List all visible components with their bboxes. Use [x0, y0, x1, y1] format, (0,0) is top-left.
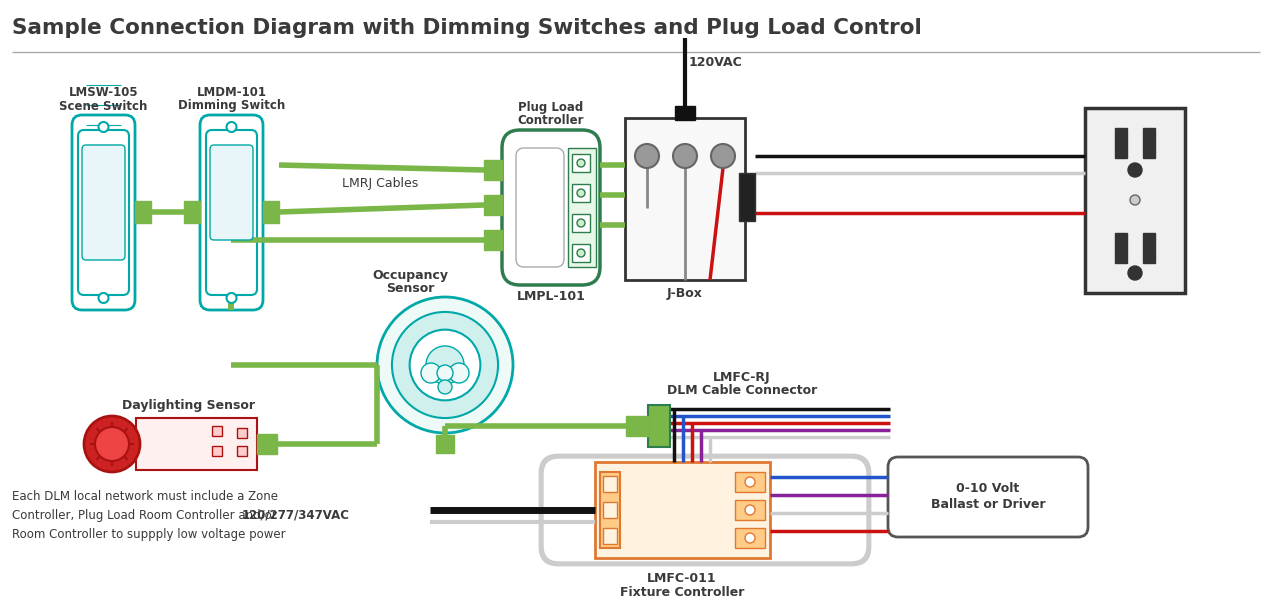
Bar: [603, 476, 617, 492]
Circle shape: [438, 365, 453, 381]
Bar: [572, 184, 590, 202]
Circle shape: [410, 330, 481, 400]
Text: DLM Cable Connector: DLM Cable Connector: [667, 384, 817, 398]
Bar: [1144, 128, 1155, 158]
FancyBboxPatch shape: [543, 458, 868, 562]
Bar: [735, 500, 764, 520]
Text: Sample Connection Diagram with Dimming Switches and Plug Load Control: Sample Connection Diagram with Dimming S…: [11, 18, 922, 38]
Bar: [237, 446, 247, 456]
Bar: [263, 201, 279, 223]
Circle shape: [226, 293, 237, 303]
Circle shape: [98, 293, 108, 303]
Text: LMPL-101: LMPL-101: [516, 291, 585, 303]
Text: LMRJ Cables: LMRJ Cables: [342, 176, 418, 190]
Bar: [436, 435, 454, 453]
Circle shape: [1130, 195, 1140, 205]
Circle shape: [711, 144, 735, 168]
Bar: [485, 195, 502, 215]
Circle shape: [1128, 163, 1142, 177]
Circle shape: [745, 505, 756, 515]
Text: Each DLM local network must include a Zone
Controller, Plug Load Room Controller: Each DLM local network must include a Zo…: [11, 490, 286, 541]
Circle shape: [635, 144, 659, 168]
Circle shape: [577, 189, 585, 197]
FancyBboxPatch shape: [502, 130, 600, 285]
Circle shape: [98, 122, 108, 132]
Circle shape: [426, 346, 464, 384]
Circle shape: [226, 122, 237, 132]
Bar: [237, 428, 247, 438]
Bar: [595, 462, 770, 558]
Bar: [257, 434, 277, 454]
Bar: [600, 472, 619, 548]
FancyBboxPatch shape: [81, 145, 125, 260]
Bar: [1116, 233, 1127, 263]
Bar: [735, 528, 764, 548]
FancyBboxPatch shape: [206, 130, 257, 295]
Bar: [212, 426, 223, 436]
Text: Ballast or Driver: Ballast or Driver: [931, 499, 1046, 511]
Bar: [675, 106, 695, 120]
FancyBboxPatch shape: [541, 455, 870, 565]
Bar: [212, 446, 223, 456]
Text: Controller: Controller: [518, 114, 584, 128]
Text: Occupancy: Occupancy: [371, 269, 448, 282]
Circle shape: [95, 427, 128, 461]
Bar: [603, 528, 617, 544]
Text: Sensor: Sensor: [385, 282, 434, 294]
Circle shape: [392, 312, 499, 418]
FancyBboxPatch shape: [200, 115, 263, 310]
Bar: [647, 405, 670, 447]
Bar: [136, 418, 257, 470]
Text: LMDM-101: LMDM-101: [196, 86, 267, 100]
Circle shape: [421, 363, 441, 383]
Circle shape: [1128, 266, 1142, 280]
FancyBboxPatch shape: [888, 457, 1088, 537]
Circle shape: [438, 380, 452, 394]
Circle shape: [377, 297, 513, 433]
Bar: [184, 201, 200, 223]
Text: J-Box: J-Box: [667, 288, 703, 300]
Text: 120/277/347VAC: 120/277/347VAC: [242, 508, 350, 522]
Bar: [739, 173, 756, 221]
Bar: [1116, 128, 1127, 158]
Bar: [626, 416, 647, 436]
Text: LMFC-RJ: LMFC-RJ: [714, 370, 771, 384]
Bar: [485, 160, 502, 180]
Circle shape: [673, 144, 697, 168]
Text: Scene Switch: Scene Switch: [60, 100, 148, 112]
Text: Plug Load: Plug Load: [519, 102, 584, 114]
Text: LMFC-011: LMFC-011: [647, 573, 717, 586]
Bar: [1144, 233, 1155, 263]
Bar: [572, 244, 590, 262]
Text: Dimming Switch: Dimming Switch: [178, 100, 285, 112]
Text: 0-10 Volt: 0-10 Volt: [957, 483, 1020, 496]
Bar: [735, 472, 764, 492]
FancyBboxPatch shape: [516, 148, 563, 267]
Bar: [485, 230, 502, 250]
Bar: [569, 148, 597, 267]
Bar: [603, 502, 617, 518]
Text: Fixture Controller: Fixture Controller: [619, 586, 744, 598]
Bar: [135, 201, 151, 223]
Bar: [1085, 108, 1186, 293]
Circle shape: [577, 219, 585, 227]
Bar: [625, 118, 745, 280]
Circle shape: [449, 363, 469, 383]
Circle shape: [577, 249, 585, 257]
Text: 120VAC: 120VAC: [688, 57, 742, 69]
Circle shape: [745, 533, 756, 543]
Text: LMSW-105: LMSW-105: [69, 86, 139, 100]
FancyBboxPatch shape: [73, 115, 135, 310]
Circle shape: [745, 477, 756, 487]
Circle shape: [84, 416, 140, 472]
Text: Daylighting Sensor: Daylighting Sensor: [122, 399, 256, 412]
Bar: [572, 214, 590, 232]
FancyBboxPatch shape: [78, 130, 128, 295]
Circle shape: [577, 159, 585, 167]
FancyBboxPatch shape: [210, 145, 253, 240]
Bar: [572, 154, 590, 172]
